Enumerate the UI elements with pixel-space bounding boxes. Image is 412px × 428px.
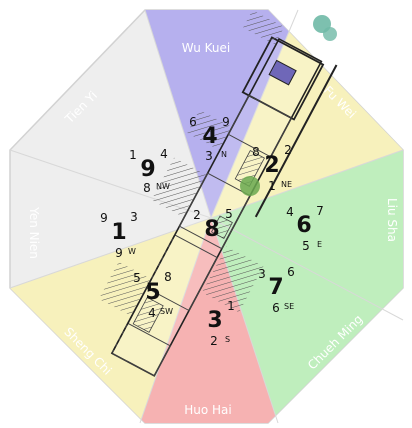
palace-left-star: 1	[129, 148, 137, 162]
palace-left-star: 9	[100, 211, 108, 225]
sector-liu-sha-fill	[211, 150, 403, 320]
palace-center: 8 2 5	[193, 207, 233, 242]
palace-right-star: 1	[227, 299, 235, 313]
dashed-boundary	[111, 234, 176, 354]
palace-center-star: 7	[268, 275, 283, 300]
room-center	[178, 172, 251, 250]
sector-dividers	[9, 9, 404, 424]
palace-nw: 9 1 4 8 NW	[129, 147, 170, 195]
palace-center-star: 4	[202, 124, 217, 149]
sector-label-wu-kuei: Wu Kuei	[182, 41, 230, 55]
palace-direction: SE	[284, 302, 294, 311]
palace-s: 3 1 2 S	[207, 299, 234, 348]
palace-sw: 5 5 8 4 SW	[133, 270, 173, 320]
tree-icon	[323, 27, 337, 41]
palace-direction: W	[128, 247, 136, 256]
palace-bottom-star: 6	[272, 301, 280, 315]
hatched-terrace-nw	[187, 109, 232, 150]
dark-room	[268, 59, 297, 86]
tree-icon	[240, 176, 260, 196]
palace-bottom-star: 5	[302, 239, 310, 253]
hatched-terrace-north	[243, 10, 285, 45]
sector-huo-hai-fill	[140, 218, 278, 423]
palace-center-star: 6	[296, 213, 311, 238]
palace-center-star: 3	[207, 308, 222, 333]
palace-center-star: 1	[111, 220, 126, 245]
palace-right-star: 3	[130, 210, 138, 224]
room-end	[111, 322, 171, 377]
outer-wall-line	[254, 64, 338, 218]
palace-ne: 2 8 2 1 NE	[252, 143, 292, 193]
palace-w: 1 9 3 9 W	[100, 210, 138, 260]
palace-center-star: 9	[140, 157, 155, 182]
palace-direction: NE	[281, 180, 292, 189]
palace-n: 4 6 9 3 N	[189, 115, 230, 163]
staircase-lower	[132, 296, 164, 333]
sector-label-yen-nien: Yen Nien	[27, 206, 41, 259]
palace-center-star: 2	[264, 153, 279, 178]
hatched-terrace-e	[201, 246, 264, 313]
palace-right-star: 4	[160, 147, 168, 161]
palace-right-star: 6	[287, 265, 295, 279]
palace-center-star: 8	[204, 217, 219, 242]
palace-left-star: 8	[252, 145, 260, 159]
palace-bottom-star: 2	[210, 334, 218, 348]
sector-sheng-chi-fill	[10, 218, 211, 423]
tree-icons	[240, 15, 337, 196]
palace-right-star: 2	[284, 143, 292, 157]
hatched-terrace-sw	[98, 261, 151, 316]
palace-bottom-star: 3	[205, 149, 213, 163]
palace-direction: S	[225, 335, 230, 344]
floor-plan	[98, 10, 338, 377]
palace-direction: SW	[160, 307, 173, 316]
palace-e: 6 4 7 5 E	[286, 204, 324, 253]
sector-label-huo-hai: Huo Hai	[184, 403, 232, 417]
palace-right-star: 8	[164, 270, 172, 284]
palace-left-star: 3	[258, 267, 266, 281]
palace-right-star: 9	[222, 115, 230, 129]
palace-left-star: 4	[286, 205, 294, 219]
palace-right-star: 5	[225, 207, 233, 221]
palace-left-star: 2	[193, 208, 201, 222]
palace-bottom-star: 8	[143, 181, 151, 195]
palace-left-star: 6	[189, 115, 197, 129]
palace-bottom-star: 9	[115, 246, 123, 260]
sector-label-liu-sha: Liu Sha	[385, 198, 399, 242]
palace-bottom-star: 4	[148, 306, 156, 320]
palace-direction: NW	[156, 182, 170, 191]
palace-se: 7 3 6 6 SE	[258, 265, 295, 315]
palace-bottom-star: 1	[268, 179, 276, 193]
palace-center-star: 5	[145, 280, 160, 305]
palace-direction: N	[221, 150, 227, 159]
palace-direction: E	[317, 240, 322, 249]
palace-left-star: 5	[133, 271, 141, 285]
hatched-terrace-w	[151, 157, 206, 217]
room-divider	[227, 94, 293, 158]
palace-right-star: 7	[316, 204, 324, 218]
staircase-center	[211, 215, 233, 239]
